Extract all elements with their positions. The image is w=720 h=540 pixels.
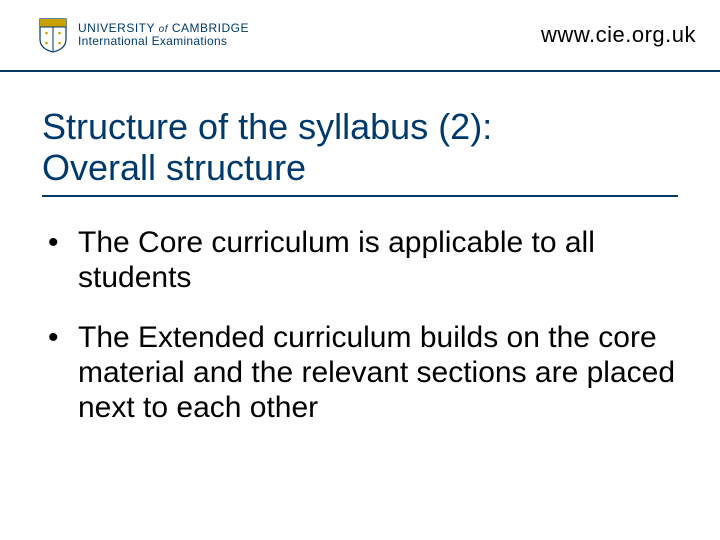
slide-title: Structure of the syllabus (2): Overall s… [42, 106, 678, 189]
logo-block: UNIVERSITY of CAMBRIDGE International Ex… [38, 17, 249, 53]
header-bar: UNIVERSITY of CAMBRIDGE International Ex… [0, 0, 720, 72]
slide-content: Structure of the syllabus (2): Overall s… [0, 72, 720, 426]
header-url: www.cie.org.uk [541, 22, 696, 48]
logo-line2: International Examinations [78, 35, 249, 48]
logo-camb: CAMBRIDGE [172, 21, 249, 35]
list-item: The Core curriculum is applicable to all… [48, 225, 678, 296]
bullet-list: The Core curriculum is applicable to all… [42, 225, 678, 426]
logo-of: of [159, 24, 168, 35]
shield-icon [38, 17, 68, 53]
logo-line1: UNIVERSITY of CAMBRIDGE [78, 22, 249, 36]
logo-text: UNIVERSITY of CAMBRIDGE International Ex… [78, 22, 249, 48]
title-line2: Overall structure [42, 147, 306, 188]
list-item: The Extended curriculum builds on the co… [48, 320, 678, 426]
title-underline [42, 195, 678, 197]
logo-univ: UNIVERSITY [78, 21, 155, 35]
title-line1: Structure of the syllabus (2): [42, 106, 492, 147]
